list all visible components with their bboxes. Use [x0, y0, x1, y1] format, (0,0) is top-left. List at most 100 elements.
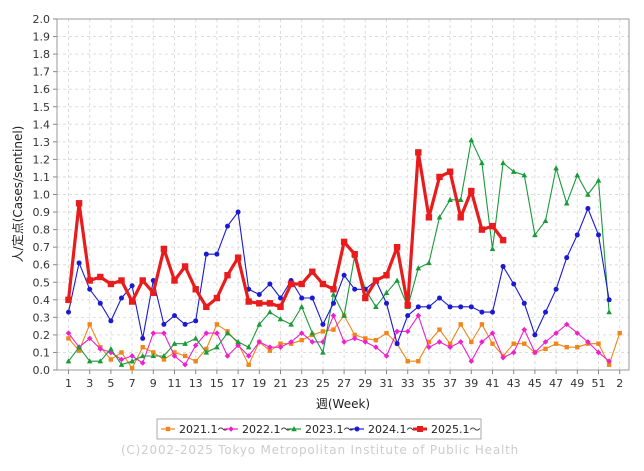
data-point	[585, 191, 591, 197]
legend-label: 2022.1～	[242, 423, 292, 436]
data-point	[267, 344, 273, 350]
data-point	[404, 301, 411, 309]
data-point	[192, 342, 199, 349]
data-point	[213, 294, 221, 302]
data-point	[606, 309, 612, 315]
data-point	[256, 292, 262, 298]
series-20231	[65, 137, 612, 367]
data-point	[458, 304, 464, 310]
y-tick-label: 0.7	[33, 241, 51, 254]
data-point	[119, 295, 124, 301]
data-point	[469, 339, 474, 345]
y-tick-label: 1.8	[33, 48, 51, 61]
data-point	[331, 300, 336, 306]
data-point	[415, 312, 422, 319]
x-tick-label: 45	[528, 377, 542, 390]
data-point	[246, 362, 251, 367]
data-point	[499, 236, 507, 244]
data-point	[606, 297, 612, 303]
legend-item: 2021.1～	[161, 423, 229, 436]
data-point	[76, 260, 82, 266]
data-point	[161, 321, 167, 327]
data-point	[234, 254, 242, 261]
x-tick-label: 1	[65, 377, 72, 390]
data-point	[457, 196, 464, 202]
data-point	[224, 353, 231, 359]
data-point	[151, 350, 156, 355]
y-axis-title: 人/定点(Cases/sentinel)	[10, 126, 25, 263]
data-point	[553, 330, 559, 336]
legend-frame	[156, 418, 482, 440]
data-point	[172, 350, 177, 355]
x-tick-label: 5	[107, 377, 114, 390]
data-point	[341, 272, 347, 278]
legend-items: 2021.1～ 2022.1～ 2023.1～ 2024.1～ 2025.1～	[161, 423, 481, 436]
data-point	[224, 330, 231, 336]
x-tick-label: 7	[129, 377, 136, 390]
data-point	[490, 341, 495, 346]
data-point	[510, 349, 517, 356]
data-point	[182, 321, 188, 327]
legend-item: 2025.1～	[413, 423, 481, 436]
data-point	[245, 298, 252, 305]
data-point	[203, 251, 209, 257]
y-tick-label: 1.0	[33, 189, 51, 202]
series-line	[67, 207, 610, 345]
x-tick-label: 41	[486, 377, 500, 390]
data-point	[203, 330, 210, 336]
x-tick-label: 47	[549, 377, 563, 390]
data-point	[405, 313, 411, 319]
y-tick-label: 0.9	[33, 206, 51, 219]
data-point	[266, 300, 274, 307]
series-20221	[65, 312, 612, 368]
data-point	[150, 289, 157, 296]
data-point	[543, 346, 548, 352]
data-point	[404, 328, 411, 335]
data-point	[437, 295, 442, 301]
data-point	[118, 277, 125, 284]
x-tick-label: 27	[337, 377, 351, 390]
data-point	[394, 328, 400, 335]
data-point	[393, 243, 401, 251]
data-point	[320, 349, 326, 355]
data-point	[352, 286, 358, 292]
legend-label: 2023.1～	[305, 423, 355, 436]
data-point	[426, 344, 432, 350]
data-point	[510, 168, 517, 174]
legend-marker	[417, 426, 423, 432]
data-point	[351, 250, 358, 258]
data-point	[415, 149, 422, 156]
data-point	[596, 232, 601, 238]
data-point	[150, 330, 157, 336]
data-point	[542, 217, 549, 224]
data-point	[235, 209, 241, 215]
data-point	[468, 304, 474, 310]
data-point	[256, 339, 263, 345]
x-tick-label: 35	[422, 377, 436, 390]
data-point	[193, 318, 199, 324]
x-tick-label: 2	[616, 377, 623, 390]
y-tick-label: 0.5	[33, 276, 51, 289]
y-tick-label: 0.8	[33, 224, 51, 237]
data-point	[214, 330, 220, 336]
data-point	[500, 354, 506, 361]
data-point	[128, 298, 136, 305]
data-point	[426, 259, 432, 266]
data-point	[330, 312, 337, 319]
data-point	[171, 277, 178, 284]
data-point	[140, 344, 145, 350]
data-point	[108, 349, 114, 356]
data-point	[277, 316, 284, 322]
legend-marker	[165, 426, 171, 432]
data-point	[436, 173, 443, 181]
x-tick-label: 15	[210, 377, 224, 390]
data-point	[553, 341, 559, 346]
data-point	[522, 341, 527, 346]
data-point	[309, 268, 316, 275]
data-point	[277, 344, 284, 350]
data-point	[532, 349, 538, 356]
data-point	[595, 177, 602, 183]
x-tick-label: 37	[443, 377, 457, 390]
data-point	[171, 340, 178, 346]
